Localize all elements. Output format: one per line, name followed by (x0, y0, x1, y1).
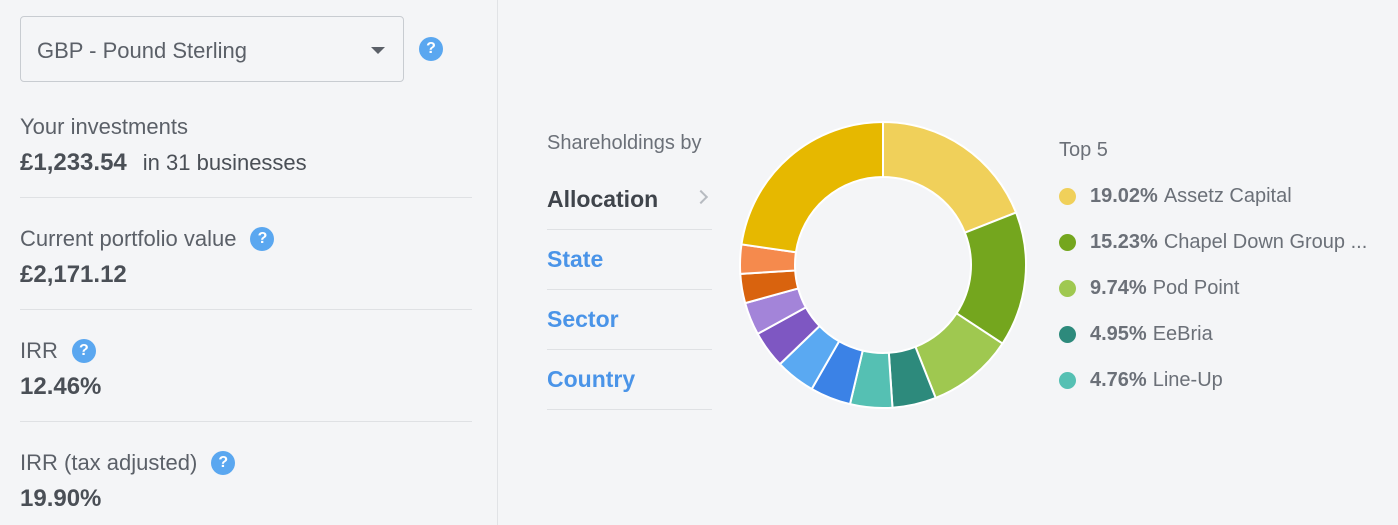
legend-item: 19.02% Assetz Capital (1059, 185, 1292, 208)
irr-tax-value: 19.90% (20, 485, 102, 512)
legend-item: 4.76% Line-Up (1059, 369, 1223, 392)
currency-help-icon[interactable]: ? (419, 37, 443, 61)
tab-country-label: Country (547, 366, 636, 392)
shareholdings-panel: Shareholdings by Allocation State Sector… (498, 0, 1398, 525)
investments-label: Your investments (20, 114, 188, 139)
donut-slice-0[interactable] (882, 120, 1018, 235)
donut-slice-11[interactable] (740, 120, 884, 254)
legend-item: 15.23% Chapel Down Group ... (1059, 231, 1367, 254)
legend-pct: 4.76% (1090, 369, 1147, 391)
top5-title: Top 5 (1059, 139, 1108, 161)
tab-state-label: State (547, 246, 604, 272)
irr-tax-help-icon[interactable]: ? (211, 451, 236, 475)
currency-select[interactable]: GBP - Pound Sterling (20, 16, 404, 82)
portfolio-label: Current portfolio value (20, 226, 237, 251)
tab-sector-label: Sector (547, 306, 619, 332)
investments-count: in 31 businesses (142, 150, 307, 175)
tab-allocation-label: Allocation (547, 186, 659, 212)
irr-label: IRR (20, 338, 58, 363)
legend-name: EeBria (1152, 323, 1213, 345)
legend-dot (1059, 326, 1076, 343)
legend-pct: 15.23% (1090, 231, 1158, 253)
portfolio-help-icon[interactable]: ? (250, 227, 275, 251)
legend-dot (1059, 234, 1076, 251)
legend-dot (1059, 188, 1076, 205)
legend-dot (1059, 372, 1076, 389)
legend-item: 9.74% Pod Point (1059, 277, 1239, 300)
investments-stat: Your investments £1,233.54 in 31 business… (20, 113, 472, 177)
legend-item: 4.95% EeBria (1059, 323, 1213, 346)
legend-dot (1059, 280, 1076, 297)
chevron-right-icon (693, 189, 709, 205)
irr-tax-label: IRR (tax adjusted) (20, 450, 198, 475)
legend-name: Line-Up (1152, 369, 1223, 391)
allocation-donut-chart (739, 120, 1027, 409)
portfolio-value: £2,171.12 (20, 261, 127, 288)
chevron-down-icon (371, 47, 385, 54)
summary-panel: GBP - Pound Sterling ? Your investments … (0, 0, 498, 525)
legend-pct: 19.02% (1090, 185, 1158, 207)
tab-sector[interactable]: Sector (547, 290, 712, 350)
irr-tax-stat: IRR (tax adjusted) ? 19.90% (20, 449, 472, 513)
irr-help-icon[interactable]: ? (71, 339, 96, 363)
legend-name: Pod Point (1152, 277, 1240, 299)
tab-state[interactable]: State (547, 230, 712, 290)
currency-value: GBP - Pound Sterling (37, 38, 247, 63)
divider (20, 197, 472, 198)
tab-country[interactable]: Country (547, 350, 712, 410)
legend-name: Assetz Capital (1163, 185, 1292, 207)
investments-value: £1,233.54 (20, 149, 127, 176)
legend-pct: 4.95% (1090, 323, 1147, 345)
divider (20, 421, 472, 422)
legend-name: Chapel Down Group ... (1163, 231, 1368, 253)
irr-value: 12.46% (20, 373, 102, 400)
shareholdings-title: Shareholdings by (547, 132, 702, 154)
legend-pct: 9.74% (1090, 277, 1147, 299)
tab-allocation[interactable]: Allocation (547, 170, 712, 230)
irr-stat: IRR ? 12.46% (20, 337, 472, 401)
portfolio-stat: Current portfolio value ? £2,171.12 (20, 225, 472, 289)
divider (20, 309, 472, 310)
